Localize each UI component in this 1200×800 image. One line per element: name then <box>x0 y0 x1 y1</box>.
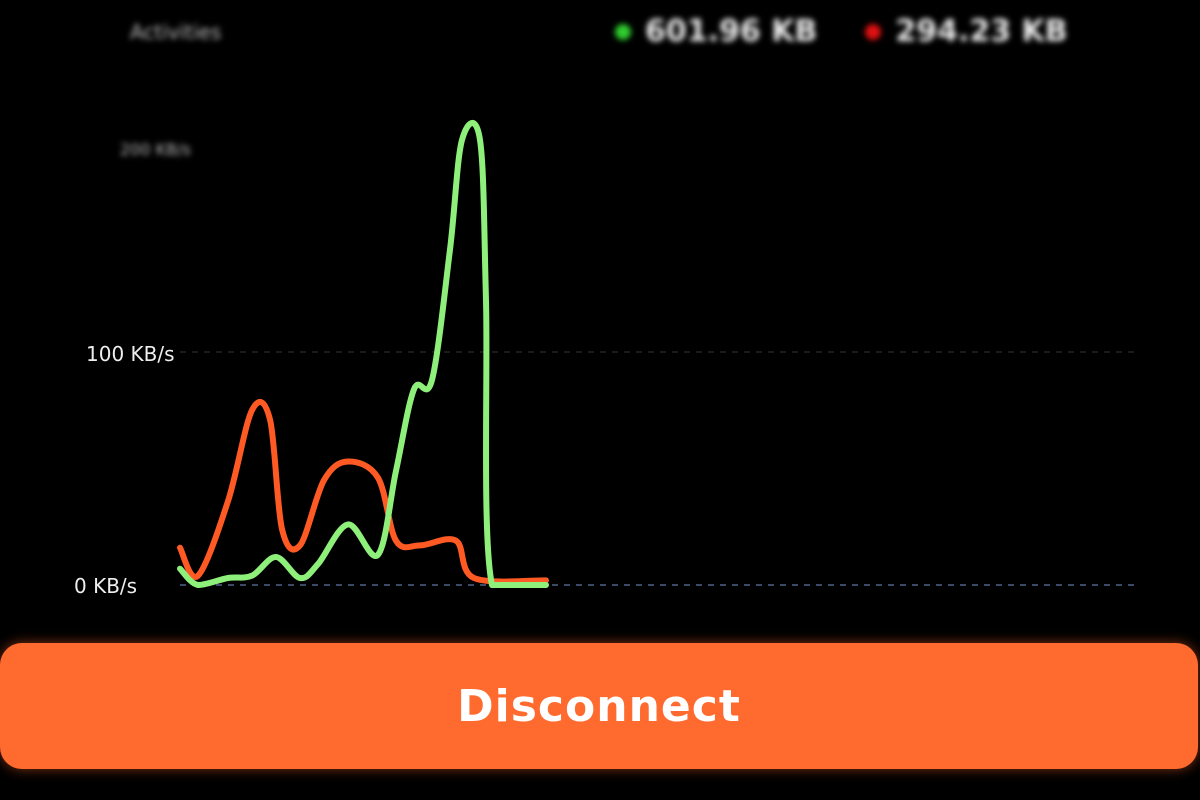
download-total: 601.96 KB <box>645 14 818 49</box>
upload-series-line <box>177 399 549 585</box>
download-series-line <box>177 120 549 588</box>
y-tick-100: 100 KB/s <box>86 342 175 366</box>
legend: 601.96 KB 294.23 KB <box>615 14 1068 49</box>
y-tick-200: 200 KB/s <box>120 140 191 159</box>
download-dot-icon <box>615 23 631 40</box>
section-title: Activities <box>130 20 222 44</box>
upload-dot-icon <box>865 23 882 40</box>
y-tick-0: 0 KB/s <box>74 574 138 598</box>
disconnect-button[interactable]: Disconnect <box>0 643 1198 769</box>
upload-total: 294.23 KB <box>895 14 1068 49</box>
traffic-chart <box>177 120 1135 588</box>
